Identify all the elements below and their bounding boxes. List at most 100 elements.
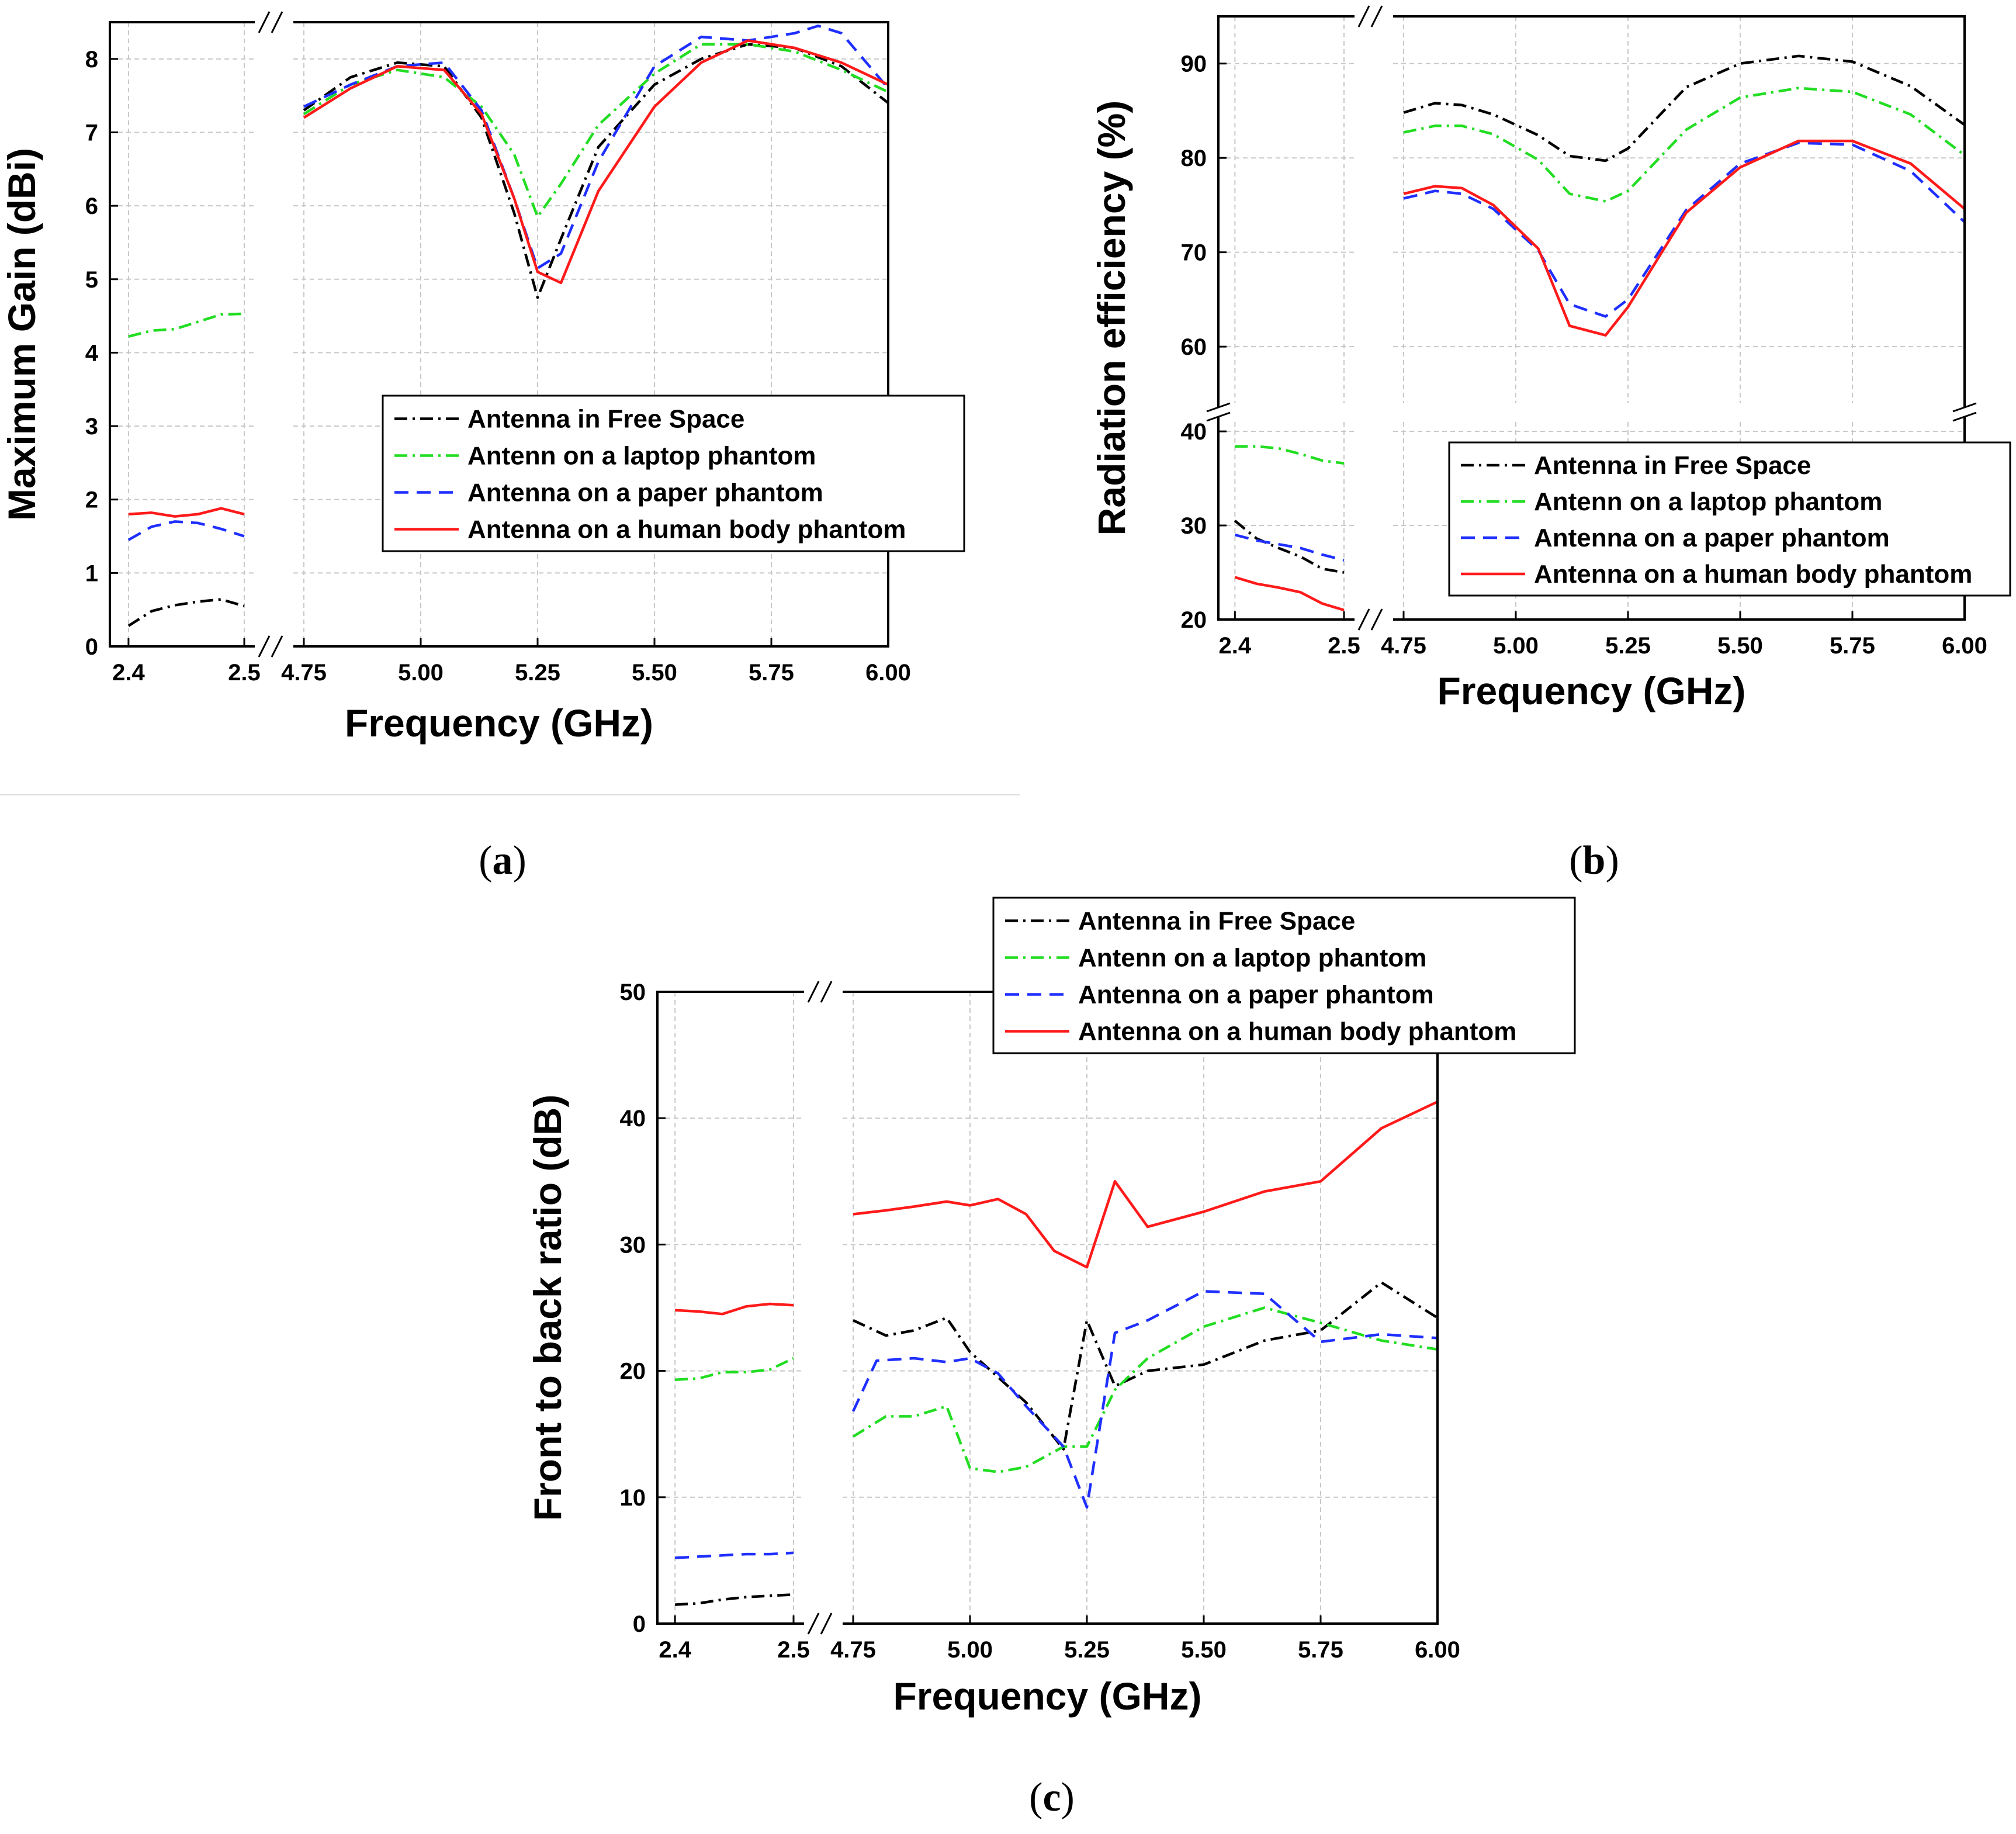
y-tick-label: 30	[1181, 513, 1207, 539]
x-tick-label: 5.00	[398, 660, 444, 686]
y-tick-label: 60	[1181, 334, 1207, 360]
x-break-mark	[820, 1612, 833, 1635]
series-line-paper-low	[127, 520, 245, 541]
legend-box	[1448, 441, 2011, 597]
legend-box	[382, 395, 965, 552]
x-break-mark	[1357, 608, 1370, 631]
legend-entry: Antenna on a human body phantom	[1078, 1018, 1516, 1046]
x-break-mark	[1357, 5, 1370, 27]
x-tick-label: 5.75	[1830, 633, 1875, 659]
y-tick-label: 0	[85, 634, 98, 660]
x-tick-label: 5.75	[1298, 1637, 1343, 1663]
series-group	[1234, 54, 1966, 612]
y-axis-title: Front to back ratio (dB)	[526, 1095, 569, 1521]
legend-box	[992, 897, 1576, 1054]
series-line-paper-high	[303, 25, 889, 270]
series-line-body-high	[853, 1101, 1438, 1269]
x-axis: 2.4 2.5 4.75 5.00 5.25 5.50 5.75 6.00	[1219, 611, 1987, 659]
panel-b-radiation-efficiency: 20 30 40 60 70 80 90 2.4 2.5 4.75 5.00 5.25 5.50 5.75…	[1090, 5, 2011, 712]
series-line-paper-low	[1234, 533, 1345, 562]
series-line-paper-high	[1403, 141, 1966, 318]
legend: Antenna in Free Space Antenn on a laptop …	[1448, 441, 2011, 597]
series-line-body-low	[674, 1302, 794, 1316]
y-tick-label: 80	[1181, 146, 1207, 171]
legend-entry: Antenn on a laptop phantom	[1078, 944, 1426, 973]
y-tick-label: 10	[620, 1485, 646, 1511]
series-line-body-high	[303, 39, 889, 285]
x-break-mark	[807, 1612, 820, 1635]
y-tick-label: 5	[85, 267, 98, 293]
x-axis: 2.4 2.5 4.75 5.00 5.25 5.50 5.75 6.00	[112, 638, 911, 686]
legend-entry: Antenna on a human body phantom	[1534, 560, 1972, 589]
x-break-gap	[804, 988, 843, 995]
y-tick-label: 40	[1181, 419, 1207, 445]
x-tick-label: 5.50	[1717, 633, 1763, 659]
legend-entry: Antenn on a laptop phantom	[467, 442, 816, 470]
x-tick-label: 6.00	[865, 660, 911, 686]
axes-frame	[109, 11, 889, 658]
y-break-gap	[1215, 408, 1222, 417]
y-tick-label: 0	[633, 1611, 646, 1637]
y-tick-label: 20	[620, 1359, 646, 1385]
plot-frame	[109, 21, 889, 648]
series-line-paper-low	[674, 1551, 794, 1559]
y-tick-label: 30	[620, 1232, 646, 1258]
x-break-mark	[807, 981, 820, 1003]
x-tick-label: 2.5	[777, 1637, 810, 1663]
y-tick-label: 4	[85, 340, 99, 366]
caption-b: (b)	[1569, 838, 1619, 883]
y-break-mark	[1206, 402, 1231, 413]
x-break-gap	[1355, 13, 1393, 20]
y-tick-label: 1	[85, 560, 98, 586]
series-line-free_space-high	[1403, 54, 1966, 162]
y-tick-label: 7	[85, 120, 98, 146]
y-tick-label: 20	[1181, 607, 1207, 633]
legend-entry: Antenna on a paper phantom	[1078, 981, 1434, 1009]
y-axis-title: Radiation efficiency (%)	[1090, 101, 1133, 535]
series-line-laptop-low	[128, 312, 245, 338]
series-line-laptop-high	[1403, 86, 1966, 203]
y-tick-label: 70	[1181, 240, 1207, 266]
panel-a-maximum-gain: 0 1 2 3 4 5 6 7 8 2.4 2.5 4.75 5.00 5.25 5.50 5.75 6.00 F…	[0, 11, 965, 745]
y-break-mark	[1206, 411, 1231, 422]
series-line-paper-high	[851, 1290, 1438, 1509]
legend: Antenna in Free Space Antenn on a laptop …	[382, 395, 965, 552]
legend-entry: Antenna in Free Space	[1078, 907, 1355, 936]
series-line-body-high	[1403, 139, 1966, 337]
legend-entry: Antenna on a human body phantom	[467, 515, 906, 544]
x-axis-title: Frequency (GHz)	[893, 1674, 1201, 1718]
series-line-body-low	[128, 507, 245, 518]
x-tick-label: 4.75	[1381, 633, 1426, 659]
series-group	[127, 25, 889, 627]
y-tick-label: 40	[620, 1106, 646, 1131]
y-tick-label: 8	[85, 47, 98, 72]
series-line-body-low	[1234, 576, 1345, 612]
y-tick-label: 2	[85, 487, 98, 513]
series-line-laptop-low	[674, 1357, 794, 1381]
y-axis: 0 1 2 3 4 5 6 7 8	[85, 47, 118, 660]
y-tick-label: 6	[85, 193, 98, 219]
x-tick-label: 2.4	[1219, 633, 1252, 659]
x-tick-label: 2.4	[659, 1637, 691, 1663]
x-tick-label: 2.4	[112, 660, 145, 686]
legend-entry: Antenna on a paper phantom	[467, 479, 823, 507]
x-break-mark	[1370, 608, 1383, 631]
x-break-mark	[271, 11, 283, 33]
y-axis: 20 30 40 60 70 80 90	[1181, 51, 1227, 633]
x-tick-label: 5.75	[749, 660, 794, 686]
x-axis: 2.4 2.5 4.75 5.00 5.25 5.50 5.75 6.00	[659, 1615, 1460, 1663]
x-break-gap	[255, 643, 293, 650]
plot-frame	[1217, 15, 1966, 621]
x-tick-label: 2.5	[228, 660, 261, 686]
y-tick-label: 3	[85, 414, 98, 440]
series-line-free_space-low	[127, 598, 245, 627]
legend-entry: Antenna in Free Space	[1534, 451, 1811, 480]
y-break-gap	[1961, 408, 1968, 417]
x-break-mark	[1370, 5, 1383, 27]
x-break-mark	[271, 635, 283, 658]
y-break-mark	[1952, 411, 1977, 422]
x-break-gap	[255, 19, 293, 26]
x-break-mark	[258, 11, 271, 33]
x-tick-label: 5.25	[1064, 1637, 1110, 1663]
